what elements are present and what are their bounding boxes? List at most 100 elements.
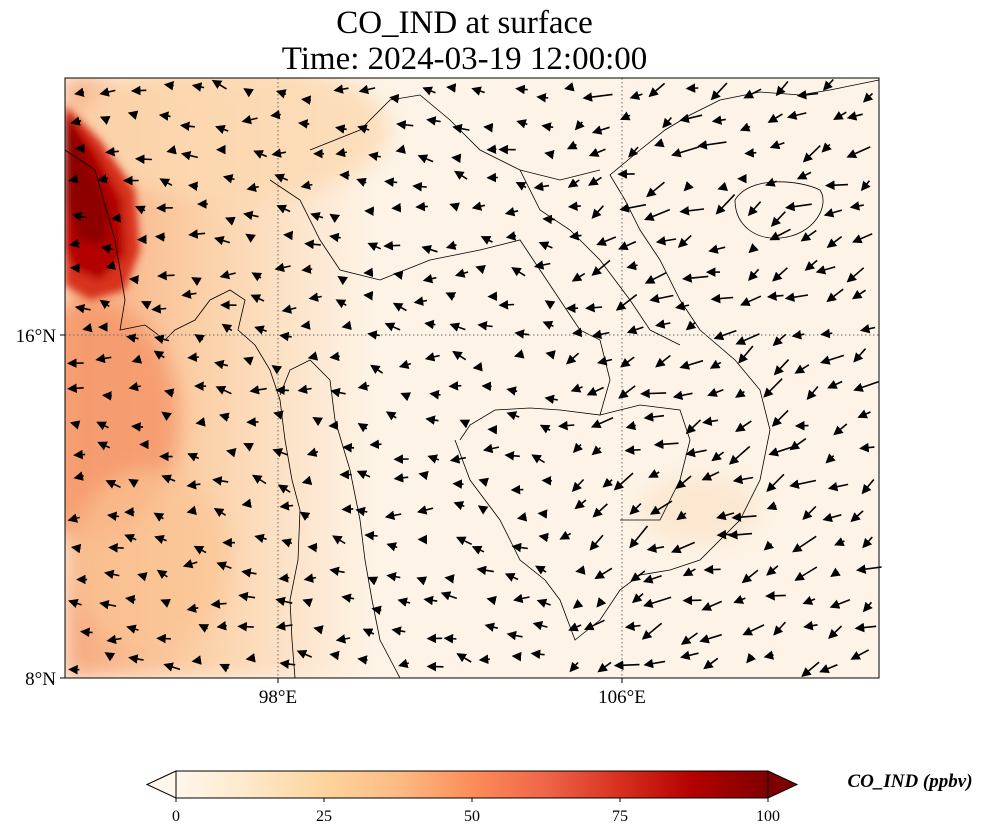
wind-arrow <box>680 650 699 661</box>
wind-arrow <box>515 84 528 95</box>
wind-arrow <box>794 566 818 581</box>
wind-arrow <box>454 268 469 278</box>
wind-arrow <box>307 542 318 553</box>
wind-arrow <box>746 652 757 664</box>
wind-arrow <box>187 352 199 362</box>
lon-axis: 98°E 106°E <box>259 678 646 708</box>
wind-arrow <box>99 116 111 125</box>
wind-arrow <box>739 122 751 132</box>
wind-arrow <box>329 650 340 661</box>
wind-arrow <box>478 654 490 665</box>
wind-arrow <box>538 241 553 251</box>
wind-arrow <box>516 119 528 129</box>
wind-arrow <box>740 295 762 306</box>
wind-arrow <box>193 545 207 555</box>
wind-arrow <box>506 386 518 396</box>
wind-arrow <box>765 177 777 187</box>
wind-arrow <box>629 525 649 549</box>
wind-arrow <box>699 633 722 644</box>
wind-arrow <box>794 364 810 374</box>
wind-arrow <box>140 301 152 310</box>
wind-arrow <box>482 443 500 454</box>
wind-arrow <box>597 661 612 673</box>
wind-arrow <box>628 146 639 158</box>
wind-arrow <box>104 652 116 662</box>
wind-arrow <box>682 567 696 577</box>
wind-arrow <box>125 333 139 343</box>
map-title: CO_IND at surface <box>336 5 593 41</box>
wind-arrow <box>615 293 638 311</box>
wind-arrow <box>393 473 409 483</box>
wind-arrow <box>566 140 578 150</box>
wind-arrow <box>413 296 428 306</box>
wind-arrow <box>732 474 754 485</box>
wind-arrow <box>243 356 254 366</box>
wind-arrow <box>819 663 838 674</box>
wind-arrow <box>82 323 93 333</box>
wind-arrow <box>674 301 690 311</box>
wind-arrow <box>827 481 849 492</box>
wind-arrow <box>583 619 605 631</box>
wind-arrow <box>125 594 136 605</box>
wind-arrow <box>713 329 737 341</box>
wind-arrow <box>591 329 610 339</box>
colorbar-tick: 0 <box>172 808 180 825</box>
wind-arrow <box>194 334 206 344</box>
wind-arrow <box>455 536 473 546</box>
wind-arrow <box>588 147 606 157</box>
wind-arrow <box>504 573 519 582</box>
wind-arrow <box>671 146 700 158</box>
wind-arrow <box>396 120 414 130</box>
wind-arrow <box>564 82 575 92</box>
wind-arrow <box>422 273 437 284</box>
wind-arrow <box>453 501 465 511</box>
wind-arrow <box>735 420 752 432</box>
wind-arrow <box>822 512 842 523</box>
wind-arrow <box>106 634 122 645</box>
wind-arrow <box>364 530 378 541</box>
wind-arrow <box>278 573 290 583</box>
wind-arrow <box>766 473 785 493</box>
wind-arrow <box>391 626 406 636</box>
wind-arrow <box>329 351 340 362</box>
wind-arrow <box>96 421 109 431</box>
wind-arrow <box>846 111 863 121</box>
wind-arrow <box>784 292 809 302</box>
wind-arrow <box>275 89 287 99</box>
wind-arrow <box>448 381 462 391</box>
wind-arrow <box>74 303 91 314</box>
wind-arrow <box>544 394 558 405</box>
wind-arrow <box>676 510 687 521</box>
wind-arrow <box>237 621 254 632</box>
wind-arrow <box>384 177 398 187</box>
wind-arrow <box>443 633 457 644</box>
wind-arrow <box>250 294 265 304</box>
wind-arrow <box>559 530 572 540</box>
wind-arrow <box>276 204 291 214</box>
wind-arrow <box>367 242 382 252</box>
colorbar-tick: 100 <box>756 808 780 825</box>
wind-arrow <box>685 419 702 435</box>
wind-arrow <box>440 591 458 601</box>
wind-arrow <box>330 387 346 398</box>
wind-arrow <box>191 277 202 287</box>
wind-arrow <box>591 205 604 219</box>
wind-arrow <box>738 345 754 364</box>
wind-arrow <box>826 235 843 248</box>
wind-arrow <box>631 592 644 604</box>
wind-arrow <box>186 603 199 613</box>
wind-arrow <box>423 595 438 606</box>
colorbar-extend-max <box>767 770 799 799</box>
wind-arrow <box>829 599 851 609</box>
wind-arrow <box>159 178 173 188</box>
wind-arrow <box>711 115 726 125</box>
wind-arrow <box>680 632 698 645</box>
wind-arrow <box>128 654 144 664</box>
wind-arrow <box>619 203 647 213</box>
wind-arrow <box>602 477 613 488</box>
wind-arrow <box>571 272 586 282</box>
wind-arrow <box>163 81 175 91</box>
map-frame <box>64 77 880 679</box>
wind-arrow <box>649 500 673 515</box>
wind-arrow <box>568 622 582 632</box>
